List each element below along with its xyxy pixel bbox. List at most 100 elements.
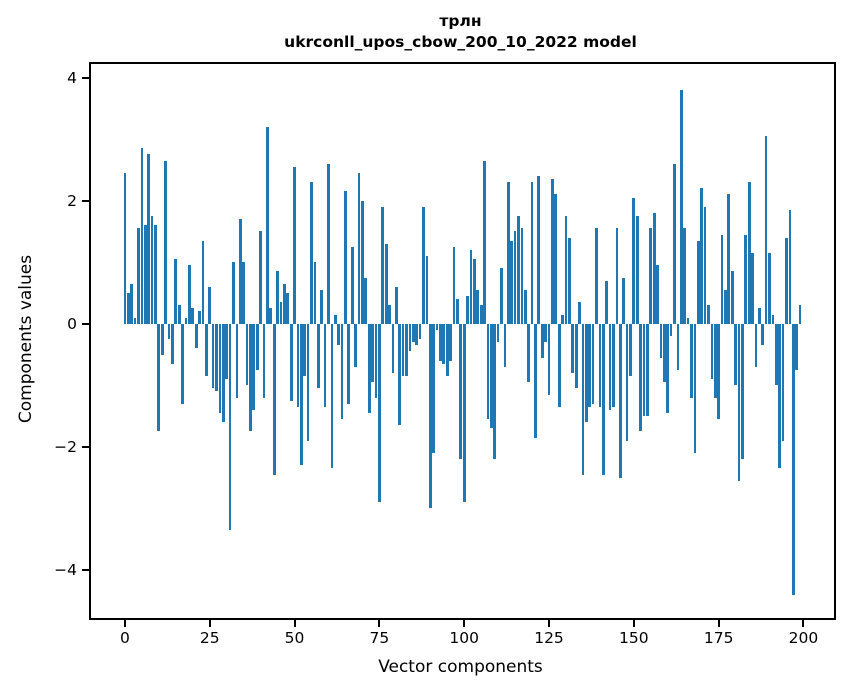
bar	[374, 323, 378, 398]
bar	[791, 323, 795, 595]
x-tick-label: 125	[534, 629, 564, 647]
bar	[266, 126, 269, 324]
bar	[269, 308, 273, 324]
bar	[523, 289, 527, 324]
bar	[361, 200, 364, 324]
bar	[554, 194, 558, 324]
bar	[761, 323, 765, 346]
bars-container	[91, 64, 834, 618]
bar	[279, 302, 283, 324]
bar	[320, 289, 324, 324]
y-tick	[82, 199, 89, 202]
bar	[435, 323, 439, 330]
bar	[428, 323, 432, 509]
bar	[204, 323, 208, 377]
bar	[588, 323, 592, 407]
bar	[700, 188, 704, 324]
x-tick	[802, 620, 805, 627]
bar	[208, 286, 212, 324]
x-tick-label: 25	[199, 629, 220, 647]
bar	[133, 317, 137, 324]
bar	[272, 323, 276, 475]
bar	[218, 323, 222, 413]
bar	[500, 268, 503, 324]
x-axis-label: Vector components	[378, 657, 543, 677]
bar	[289, 323, 293, 401]
bar	[276, 271, 279, 324]
bar	[503, 323, 507, 367]
bar	[150, 216, 154, 324]
x-tick-label: 150	[619, 629, 649, 647]
bar	[788, 209, 792, 324]
chart-subtitle: ukrconll_upos_cbow_200_10_2022 model	[284, 33, 637, 51]
bar	[544, 323, 547, 343]
bar	[181, 323, 184, 404]
bar	[649, 228, 653, 324]
bar	[781, 323, 785, 441]
bar	[785, 237, 788, 324]
bar	[422, 206, 425, 324]
chart-title: трлн	[439, 12, 482, 30]
bar	[564, 216, 568, 324]
y-tick-label: −2	[54, 437, 77, 456]
x-tick	[548, 620, 550, 627]
bar	[673, 163, 676, 324]
bar	[534, 323, 537, 438]
bar	[456, 299, 459, 324]
bar	[242, 262, 246, 324]
bar	[323, 323, 327, 407]
bar	[228, 323, 232, 530]
x-tick	[378, 620, 381, 627]
bar	[686, 317, 690, 324]
bar	[605, 280, 609, 324]
bar	[642, 323, 646, 417]
bar	[188, 265, 191, 324]
x-tick	[463, 620, 466, 627]
bar	[283, 283, 286, 324]
bar	[591, 323, 595, 404]
bar	[157, 323, 161, 432]
bar	[747, 182, 751, 324]
bar	[489, 323, 493, 429]
bar	[679, 89, 683, 324]
bar	[663, 323, 666, 383]
bar	[259, 231, 262, 324]
x-tick-label: 200	[788, 629, 819, 647]
bar	[391, 323, 395, 373]
bar	[615, 228, 619, 324]
bar	[618, 323, 622, 478]
bar	[635, 216, 639, 324]
bar	[571, 323, 575, 373]
bar	[764, 136, 768, 324]
bar	[771, 314, 775, 324]
bar	[754, 323, 758, 367]
bar	[608, 323, 612, 410]
bar	[442, 323, 446, 364]
bar	[350, 246, 354, 324]
bar	[496, 323, 500, 343]
bar	[221, 323, 225, 423]
bar	[313, 262, 317, 324]
bar	[164, 160, 167, 324]
bar	[696, 240, 700, 324]
y-tick-label: 0	[67, 314, 77, 333]
bar	[198, 311, 201, 324]
bar	[683, 228, 687, 324]
bar	[449, 323, 452, 361]
bar	[557, 323, 561, 407]
bar	[751, 252, 754, 324]
bar	[154, 225, 157, 324]
bar	[629, 323, 632, 377]
bar	[520, 228, 524, 324]
bar	[612, 323, 615, 407]
bar	[398, 323, 402, 426]
bar	[724, 289, 727, 324]
bar	[578, 302, 581, 324]
bar	[734, 323, 737, 386]
bar	[143, 225, 147, 324]
bar	[171, 323, 174, 364]
bar	[432, 323, 435, 454]
bar	[652, 212, 656, 324]
bar	[622, 277, 625, 324]
bar	[459, 323, 463, 460]
